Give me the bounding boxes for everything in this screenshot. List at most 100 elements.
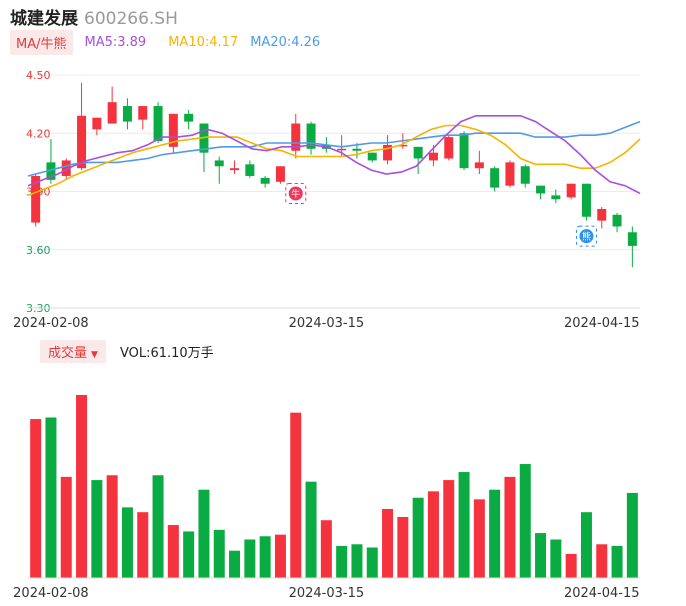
x-tick-label: 2024-03-15	[289, 316, 365, 331]
candle-body	[230, 168, 240, 171]
volume-bar	[152, 475, 164, 578]
candle-body	[275, 166, 285, 182]
volume-bar	[611, 545, 623, 578]
ma20-line	[27, 120, 641, 177]
candle-body	[291, 123, 301, 151]
candle-body	[505, 162, 515, 186]
volume-bar	[213, 529, 225, 578]
volume-bar	[45, 417, 57, 578]
candle-body	[428, 152, 438, 161]
ma10-line	[27, 124, 641, 197]
volume-bar	[290, 412, 302, 578]
volume-bar	[550, 539, 562, 578]
volume-bar	[30, 419, 42, 578]
candle-body	[520, 166, 530, 184]
y-tick-label: 4.50	[26, 69, 51, 82]
ma-legend: MA/牛熊 MA5:3.89 MA10:4.17 MA20:4.26	[10, 29, 321, 55]
candle-body	[459, 133, 469, 169]
volume-bar	[580, 512, 592, 578]
candle-body	[77, 115, 87, 169]
candle-body	[138, 106, 148, 120]
volume-bar	[397, 517, 409, 578]
volume-bar	[519, 464, 531, 578]
candle-body	[551, 195, 561, 200]
ma-indicator-tab[interactable]: MA/牛熊	[10, 29, 73, 55]
stock-name: 城建发展	[10, 9, 78, 29]
stock-code: 600266.SH	[84, 9, 178, 29]
x-tick-label: 2024-02-08	[13, 316, 89, 331]
candle-body	[566, 183, 576, 198]
volume-bar	[427, 491, 439, 578]
ma10-legend: MA10:4.17	[168, 34, 239, 50]
candle-body	[107, 102, 117, 124]
candle-body	[184, 113, 194, 122]
volume-bar	[412, 497, 424, 578]
volume-bar	[137, 512, 149, 578]
candle-body	[536, 185, 546, 194]
x-tick-label: 2024-04-15	[564, 586, 640, 601]
candle-body	[398, 144, 408, 147]
candle-body	[260, 177, 270, 184]
candle-body	[352, 148, 362, 151]
volume-bar	[366, 547, 378, 578]
volume-bar	[274, 534, 286, 578]
candle-body	[31, 175, 41, 223]
volume-bar	[305, 481, 317, 578]
bear-marker-icon	[579, 229, 594, 244]
volume-bar	[60, 476, 72, 578]
candle-body	[214, 160, 224, 167]
volume-indicator-dropdown[interactable]: 成交量 ▼	[40, 339, 106, 363]
volume-bar	[626, 492, 638, 578]
candle-body	[597, 208, 607, 221]
volume-bar	[382, 508, 394, 578]
volume-bar	[351, 544, 363, 578]
marker-frame	[285, 182, 307, 204]
volume-tag-label: 成交量	[48, 345, 88, 361]
ma5-legend: MA5:3.89	[84, 34, 147, 50]
volume-bar	[565, 553, 577, 578]
y-tick-label: 4.20	[26, 127, 51, 140]
candle-body	[92, 117, 102, 130]
ma20-legend: MA20:4.26	[250, 34, 321, 50]
x-tick-label: 2024-03-15	[289, 586, 365, 601]
volume-bar	[198, 489, 210, 578]
candle-body	[413, 146, 423, 159]
candle-body	[168, 113, 178, 147]
candle-body	[383, 144, 393, 161]
x-tick-label: 2024-02-08	[13, 586, 89, 601]
volume-value: VOL:61.10万手	[119, 345, 214, 361]
volume-bar	[106, 475, 118, 578]
volume-bar	[167, 525, 179, 578]
candle-body	[337, 148, 347, 151]
caret-down-icon: ▼	[91, 349, 98, 360]
x-tick-label: 2024-04-15	[564, 316, 640, 331]
volume-legend: 成交量 ▼ VOL:61.10万手	[40, 339, 214, 363]
volume-bar	[336, 545, 348, 578]
volume-bar	[489, 489, 501, 578]
volume-bar	[76, 395, 88, 578]
candle-body	[367, 152, 377, 161]
candle-body	[46, 162, 56, 180]
ma5-line	[27, 115, 641, 195]
stock-header: 城建发展 600266.SH	[10, 4, 178, 29]
marker-frame	[575, 225, 597, 247]
volume-bar	[244, 539, 256, 578]
volume-bar	[259, 536, 271, 578]
candle-body	[581, 183, 591, 217]
candle-body	[444, 137, 454, 159]
candle-body	[474, 162, 484, 169]
candle-body	[245, 164, 255, 176]
volume-bar	[320, 520, 332, 578]
bear-marker-label: 熊	[582, 231, 591, 243]
volume-bar	[443, 480, 455, 578]
candle-body	[122, 106, 132, 122]
candle-body	[627, 232, 637, 246]
candle-body	[306, 123, 316, 149]
bull-marker-label: 牛	[291, 188, 300, 200]
volume-bar	[121, 507, 133, 578]
volume-bar	[473, 499, 485, 578]
candle-body	[61, 160, 71, 176]
volume-bar	[458, 472, 470, 578]
volume-bar	[596, 544, 608, 578]
